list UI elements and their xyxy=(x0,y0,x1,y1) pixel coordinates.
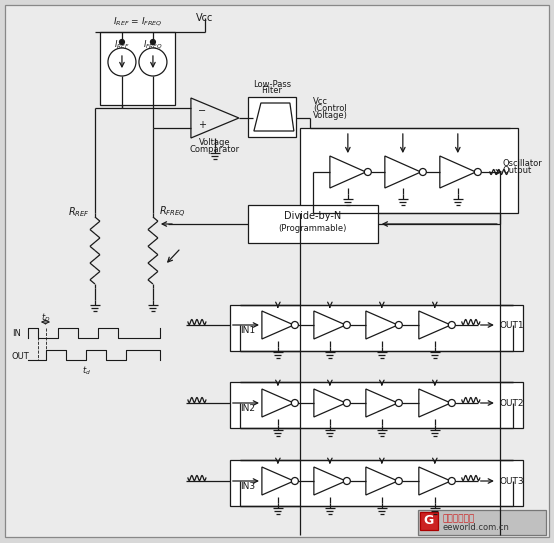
Text: $I_{REF}$ = $I_{FREQ}$: $I_{REF}$ = $I_{FREQ}$ xyxy=(112,15,162,28)
Text: G: G xyxy=(424,515,434,527)
Text: Divide-by-N: Divide-by-N xyxy=(284,211,341,221)
Text: Output: Output xyxy=(503,166,532,175)
Circle shape xyxy=(120,40,125,45)
Text: Comparator: Comparator xyxy=(190,145,240,154)
Text: +: + xyxy=(198,120,206,130)
Circle shape xyxy=(365,168,371,175)
Bar xyxy=(418,510,546,535)
Text: $I_{REF}$: $I_{REF}$ xyxy=(114,38,130,50)
Text: $I_{FREQ}$: $I_{FREQ}$ xyxy=(143,38,163,51)
Circle shape xyxy=(448,477,455,484)
Text: OUT3: OUT3 xyxy=(500,477,525,486)
Circle shape xyxy=(151,40,156,45)
Circle shape xyxy=(396,321,402,329)
Text: (Control: (Control xyxy=(313,104,347,113)
Text: IN2: IN2 xyxy=(240,404,255,413)
Circle shape xyxy=(343,321,350,329)
Text: $R_{FREQ}$: $R_{FREQ}$ xyxy=(159,205,186,220)
Text: $t_{d}$: $t_{d}$ xyxy=(83,364,91,376)
Text: (Programmable): (Programmable) xyxy=(279,224,347,233)
Circle shape xyxy=(448,321,455,329)
Circle shape xyxy=(343,400,350,407)
Circle shape xyxy=(448,400,455,407)
Circle shape xyxy=(396,477,402,484)
Circle shape xyxy=(343,477,350,484)
Text: $t_D$: $t_D$ xyxy=(41,311,51,324)
Circle shape xyxy=(291,477,299,484)
Text: 电子工程世界: 电子工程世界 xyxy=(443,515,475,523)
Circle shape xyxy=(396,400,402,407)
Text: Filter: Filter xyxy=(261,86,283,95)
Text: −: − xyxy=(198,106,206,116)
Text: OUT1: OUT1 xyxy=(500,321,525,330)
Bar xyxy=(300,128,518,213)
Circle shape xyxy=(108,48,136,76)
Text: eeworld.com.cn: eeworld.com.cn xyxy=(443,522,510,532)
Bar xyxy=(230,305,523,351)
Circle shape xyxy=(291,400,299,407)
Bar xyxy=(230,460,523,506)
Text: Vcc: Vcc xyxy=(196,13,214,23)
Bar xyxy=(248,97,296,137)
Circle shape xyxy=(474,168,481,175)
Text: Voltage): Voltage) xyxy=(313,111,348,120)
Circle shape xyxy=(419,168,427,175)
Circle shape xyxy=(291,321,299,329)
Text: IN1: IN1 xyxy=(240,326,255,335)
Text: Low-Pass: Low-Pass xyxy=(253,80,291,89)
Circle shape xyxy=(139,48,167,76)
Bar xyxy=(100,32,175,105)
Text: IN3: IN3 xyxy=(240,482,255,491)
Text: Vcc: Vcc xyxy=(313,97,328,106)
Text: OUT: OUT xyxy=(12,351,30,361)
Text: Oscillator: Oscillator xyxy=(503,159,542,168)
Text: Voltage: Voltage xyxy=(199,138,230,147)
Bar xyxy=(248,205,378,243)
Bar xyxy=(230,382,523,428)
Text: OUT2: OUT2 xyxy=(500,399,524,408)
Text: $R_{REF}$: $R_{REF}$ xyxy=(68,205,90,219)
Bar xyxy=(420,512,438,530)
Text: IN: IN xyxy=(12,329,21,338)
